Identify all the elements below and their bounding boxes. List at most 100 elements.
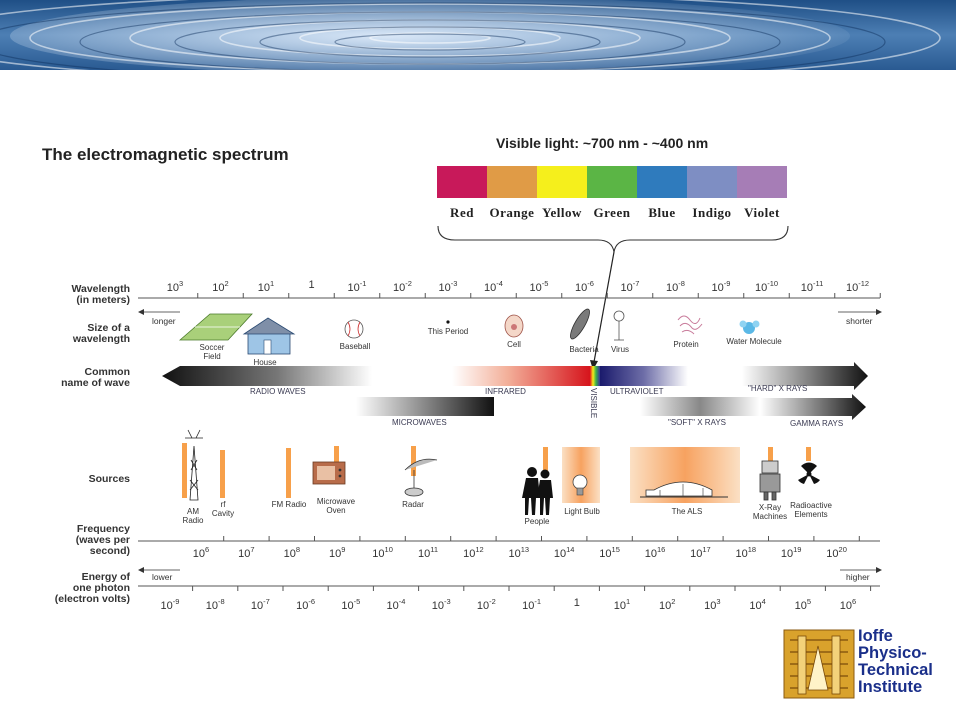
als-building-icon xyxy=(640,481,728,498)
wl-ticks-label: 10-2 xyxy=(393,279,412,294)
wl-ticks-label: 103 xyxy=(166,279,184,294)
energy-ticks-label: 10-4 xyxy=(386,597,406,612)
swatch-red xyxy=(437,166,487,198)
energy-ticks-label: 10-9 xyxy=(160,597,180,612)
logo-line-3: Technical xyxy=(858,661,933,679)
swatch-yellow xyxy=(537,166,587,198)
freq-ticks-label: 1013 xyxy=(508,545,530,560)
wl-ticks-label: 102 xyxy=(212,279,229,294)
size-label-water-molecule: Water Molecule xyxy=(726,337,782,346)
freq-ticks-label: 1016 xyxy=(644,545,666,560)
energy-ticks-label: 106 xyxy=(839,597,857,612)
visible-brace xyxy=(437,225,789,253)
freq-ticks-label: 1012 xyxy=(463,545,484,560)
swatch-green xyxy=(587,166,637,198)
size-label-virus: Virus xyxy=(610,345,630,354)
swatch-blue xyxy=(637,166,687,198)
energy-ticks-label: 101 xyxy=(613,597,631,612)
row-label-wavelength: Wavelength (in meters) xyxy=(71,283,130,306)
freq-ticks-label: 1014 xyxy=(553,545,575,560)
freq-ticks-label: 107 xyxy=(238,545,255,560)
energy-ticks-label: 105 xyxy=(794,597,812,612)
color-label-green: Green xyxy=(593,205,631,220)
hard-xrays-band xyxy=(742,362,868,390)
wl-ticks-label: 10-10 xyxy=(754,279,779,294)
source-label-xray-machines: X-Ray Machines xyxy=(752,503,788,521)
size-label-protein: Protein xyxy=(673,340,699,349)
radio-waves-band xyxy=(162,366,372,386)
wave-label-infrared: INFRARED xyxy=(485,387,526,396)
ioffe-logo-icon xyxy=(783,629,855,699)
gamma-rays-band xyxy=(760,394,866,420)
wave-label-microwaves: MICROWAVES xyxy=(392,418,447,427)
soft-xrays-band xyxy=(640,397,760,416)
wave-label-radio: RADIO WAVES xyxy=(250,387,306,396)
energy-ticks-label: 102 xyxy=(658,597,676,612)
wl-ticks-label: 1 xyxy=(308,279,315,291)
freq-ticks-label: 106 xyxy=(192,545,210,560)
source-label-microwave-oven: Microwave Oven xyxy=(316,497,356,515)
wave-label-ultraviolet: ULTRAVIOLET xyxy=(610,387,664,396)
logo-text: Ioffe Physico- Technical Institute xyxy=(858,628,933,696)
virus-icon xyxy=(613,310,625,341)
freq-ticks-label: 108 xyxy=(283,545,301,560)
size-label-baseball: Baseball xyxy=(339,342,371,351)
freq-ticks-label: 1017 xyxy=(690,545,711,560)
radioactive-icon xyxy=(798,462,820,485)
longer-label: longer xyxy=(152,316,176,326)
size-label-cell: Cell xyxy=(507,340,521,349)
size-label-bacteria: Bacteria xyxy=(569,345,599,354)
logo-line-1: Ioffe xyxy=(858,627,893,645)
wave-label-hard-xrays: "HARD" X RAYS xyxy=(748,384,808,393)
visible-light-title: Visible light: ~700 nm - ~400 nm xyxy=(496,135,709,151)
swatch-orange xyxy=(487,166,537,198)
energy-ticks-label: 10-2 xyxy=(476,597,496,612)
color-label-blue: Blue xyxy=(648,205,676,220)
wl-ticks-label: 10-3 xyxy=(438,279,458,294)
color-label-violet: Violet xyxy=(744,205,780,220)
energy-ticks-label: 10-3 xyxy=(431,597,451,612)
color-label-yellow: Yellow xyxy=(542,205,582,220)
row-label-energy: Energy of one photon (electron volts) xyxy=(54,571,130,605)
microwave-oven-icon xyxy=(312,461,346,485)
freq-ticks-label: 1011 xyxy=(417,545,439,560)
source-label-als: The ALS xyxy=(671,507,703,516)
row-label-common-name: Common name of wave xyxy=(61,366,130,389)
light-bulb-icon xyxy=(572,474,588,496)
wave-label-soft-xrays: "SOFT" X RAYS xyxy=(668,418,726,427)
energy-ticks-label: 104 xyxy=(749,597,766,612)
ultraviolet-band xyxy=(600,366,688,386)
logo-line-2: Physico- xyxy=(858,644,927,662)
visible-pointer-arrowhead xyxy=(590,360,598,370)
energy-ticks-label: 103 xyxy=(704,597,721,612)
size-label-soccer-field: Soccer Field xyxy=(199,343,225,361)
wl-ticks-label: 10-4 xyxy=(484,279,503,294)
source-label-radioactive: Radioactive Elements xyxy=(790,501,832,519)
am-radio-tower-icon xyxy=(185,429,203,501)
wl-ticks-label: 10-8 xyxy=(666,279,685,294)
energy-ticks-label: 1 xyxy=(573,597,580,609)
source-label-rf-cavity: rf Cavity xyxy=(211,500,235,518)
source-label-am-radio: AM Radio xyxy=(182,507,204,525)
source-label-radar: Radar xyxy=(402,500,424,509)
shorter-label: shorter xyxy=(846,316,873,326)
soccer-field-icon xyxy=(178,313,253,341)
ripple-banner xyxy=(0,0,956,70)
house-icon xyxy=(242,317,296,355)
wl-ticks-label: 10-5 xyxy=(529,279,549,294)
people-icon xyxy=(522,467,553,515)
wave-label-visible: VISIBLE xyxy=(589,388,598,419)
microwaves-band xyxy=(356,397,494,416)
wl-ticks-label: 10-6 xyxy=(575,279,594,294)
row-label-frequency: Frequency (waves per second) xyxy=(75,523,130,557)
row-label-sources: Sources xyxy=(88,473,130,485)
wave-label-gamma: GAMMA RAYS xyxy=(790,419,844,428)
cell-icon xyxy=(504,314,524,338)
energy-ticks-label: 10-6 xyxy=(296,597,316,612)
freq-ticks-label: 1018 xyxy=(735,545,757,560)
wl-ticks-label: 10-7 xyxy=(620,279,640,294)
bacteria-icon xyxy=(570,308,590,340)
visible-band xyxy=(590,366,600,386)
freq-ticks-label: 1020 xyxy=(826,545,847,560)
